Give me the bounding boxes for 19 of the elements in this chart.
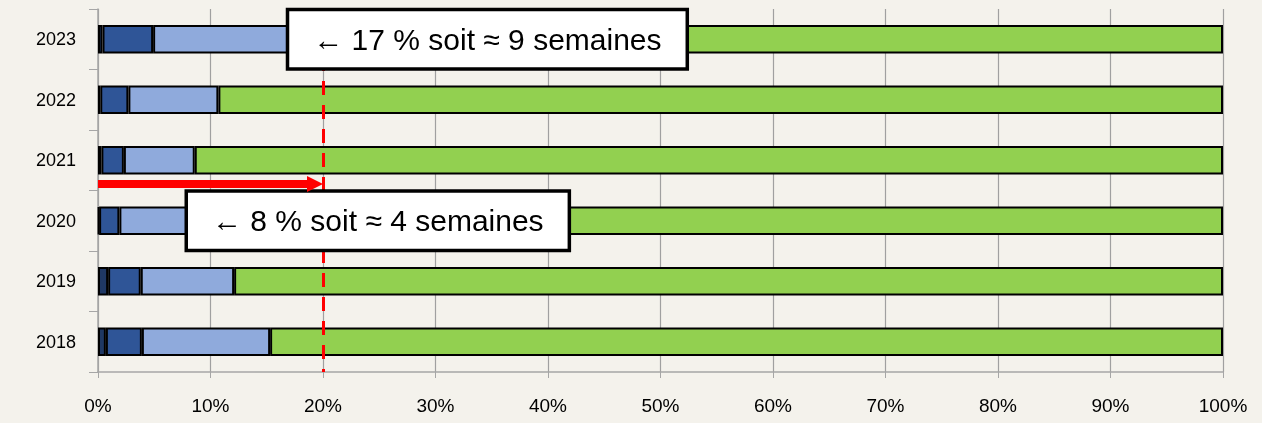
x-tick-label: 100%: [1198, 395, 1248, 416]
y-tick-label: 2022: [35, 89, 76, 110]
y-tick-label: 2020: [35, 210, 76, 231]
y-tick-label: 2018: [35, 331, 76, 352]
x-tick-label: 80%: [978, 395, 1018, 416]
x-tick-label: 20%: [303, 395, 343, 416]
y-tick-label: 2023: [35, 29, 76, 50]
x-tick-label: 30%: [416, 395, 455, 416]
y-tick-label: 2021: [35, 150, 76, 171]
x-tick-label: 50%: [641, 395, 680, 416]
x-tick-label: 70%: [866, 395, 905, 416]
x-tick-label: 40%: [528, 395, 568, 416]
x-tick-label: 0%: [84, 395, 112, 416]
annotation: ← 8 % soit ≈ 4 semaines: [212, 204, 544, 238]
y-tick-label: 2019: [35, 271, 76, 292]
x-tick-label: 60%: [753, 395, 793, 416]
x-tick-label: 90%: [1091, 395, 1130, 416]
annotation: ← 17 % soit ≈ 9 semaines: [313, 22, 662, 56]
x-tick-label: 10%: [191, 395, 230, 416]
